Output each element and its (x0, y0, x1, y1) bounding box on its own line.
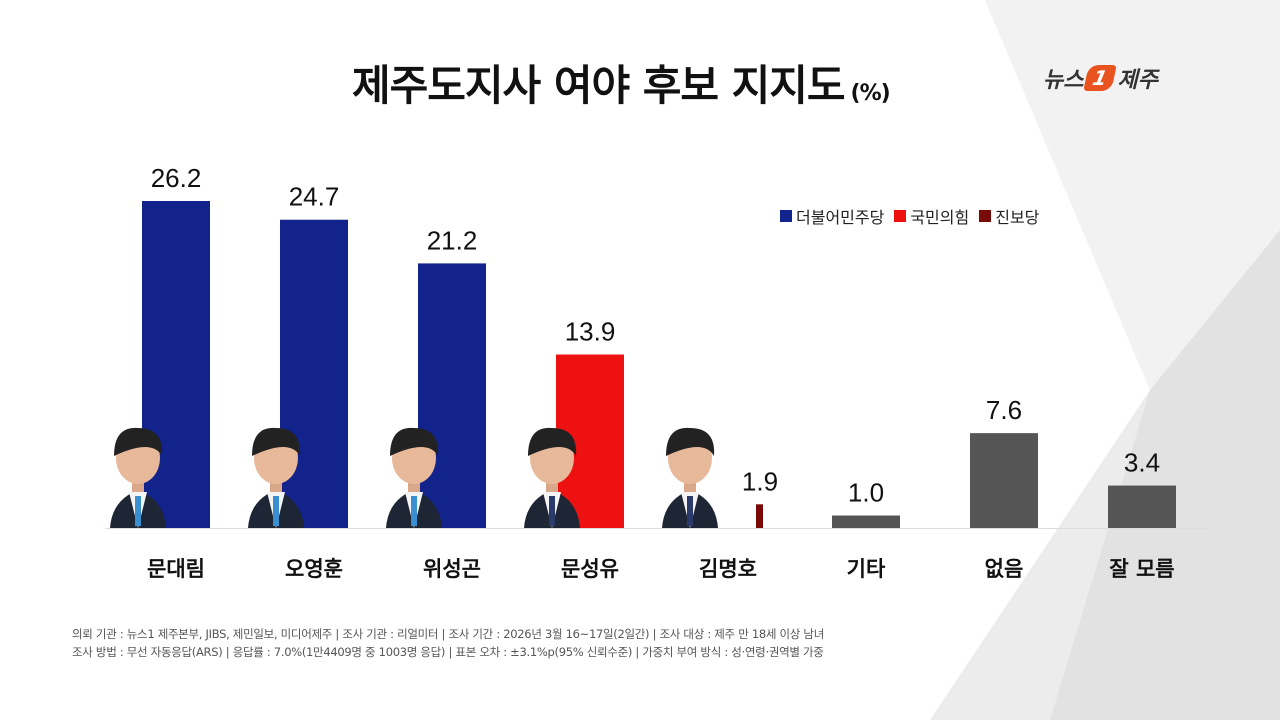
legend-item-democratic: 더불어민주당 (780, 204, 884, 228)
category-label: 문성유 (561, 557, 619, 581)
bar (280, 219, 348, 528)
bar (142, 201, 210, 528)
value-label: 26.2 (151, 163, 202, 193)
category-label: 없음 (985, 557, 1024, 581)
chart-title: 제주도지사 여야 후보 지지도 (%) (352, 52, 891, 113)
candidate-photo (662, 427, 718, 528)
category-label: 잘 모름 (1109, 557, 1174, 581)
bar (1108, 485, 1176, 528)
category-label: 문대림 (147, 557, 205, 581)
category-label: 기타 (847, 557, 886, 581)
value-label: 3.4 (1124, 448, 1160, 478)
survey-footer: 의뢰 기관 : 뉴스1 제주본부, JIBS, 제민일보, 미디어제주 | 조사… (72, 625, 824, 661)
category-label: 김명호 (699, 557, 757, 581)
candidate-photo (524, 427, 580, 528)
bar (418, 263, 486, 528)
legend-item-progressive: 진보당 (979, 204, 1039, 228)
footer-line-1: 의뢰 기관 : 뉴스1 제주본부, JIBS, 제민일보, 미디어제주 | 조사… (72, 627, 824, 641)
value-label: 1.9 (742, 466, 778, 496)
value-label: 1.0 (848, 478, 884, 508)
legend-label: 더불어민주당 (796, 208, 885, 227)
category-label: 위성곤 (423, 557, 481, 581)
logo-left: 뉴스 (1043, 68, 1084, 93)
legend-label: 진보당 (995, 208, 1040, 227)
candidate-photo (386, 427, 442, 528)
legend: 더불어민주당 국민의힘 진보당 (780, 204, 1039, 228)
unit-label: (%) (850, 81, 891, 106)
legend-swatch (894, 210, 907, 222)
candidate-photo (110, 427, 166, 528)
bar (756, 504, 763, 528)
value-label: 24.7 (289, 182, 340, 212)
legend-swatch (780, 210, 792, 222)
bar (970, 433, 1038, 528)
legend-swatch (979, 210, 992, 222)
title-text: 제주도지사 여야 후보 지지도 (352, 61, 846, 110)
value-label: 21.2 (427, 225, 478, 255)
footer-line-2: 조사 방법 : 무선 자동응답(ARS) | 응답률 : 7.0%(1만4409… (72, 645, 824, 659)
candidate-photo (248, 427, 304, 528)
logo-right: 제주 (1117, 68, 1158, 93)
bar (832, 515, 900, 528)
category-label: 오영훈 (285, 557, 343, 581)
legend-item-ppp: 국민의힘 (894, 204, 969, 228)
news1-jeju-logo: 뉴스 1 제주 (1043, 62, 1158, 94)
value-label: 13.9 (565, 317, 616, 347)
value-label: 7.6 (986, 395, 1022, 425)
legend-label: 국민의힘 (910, 208, 970, 227)
